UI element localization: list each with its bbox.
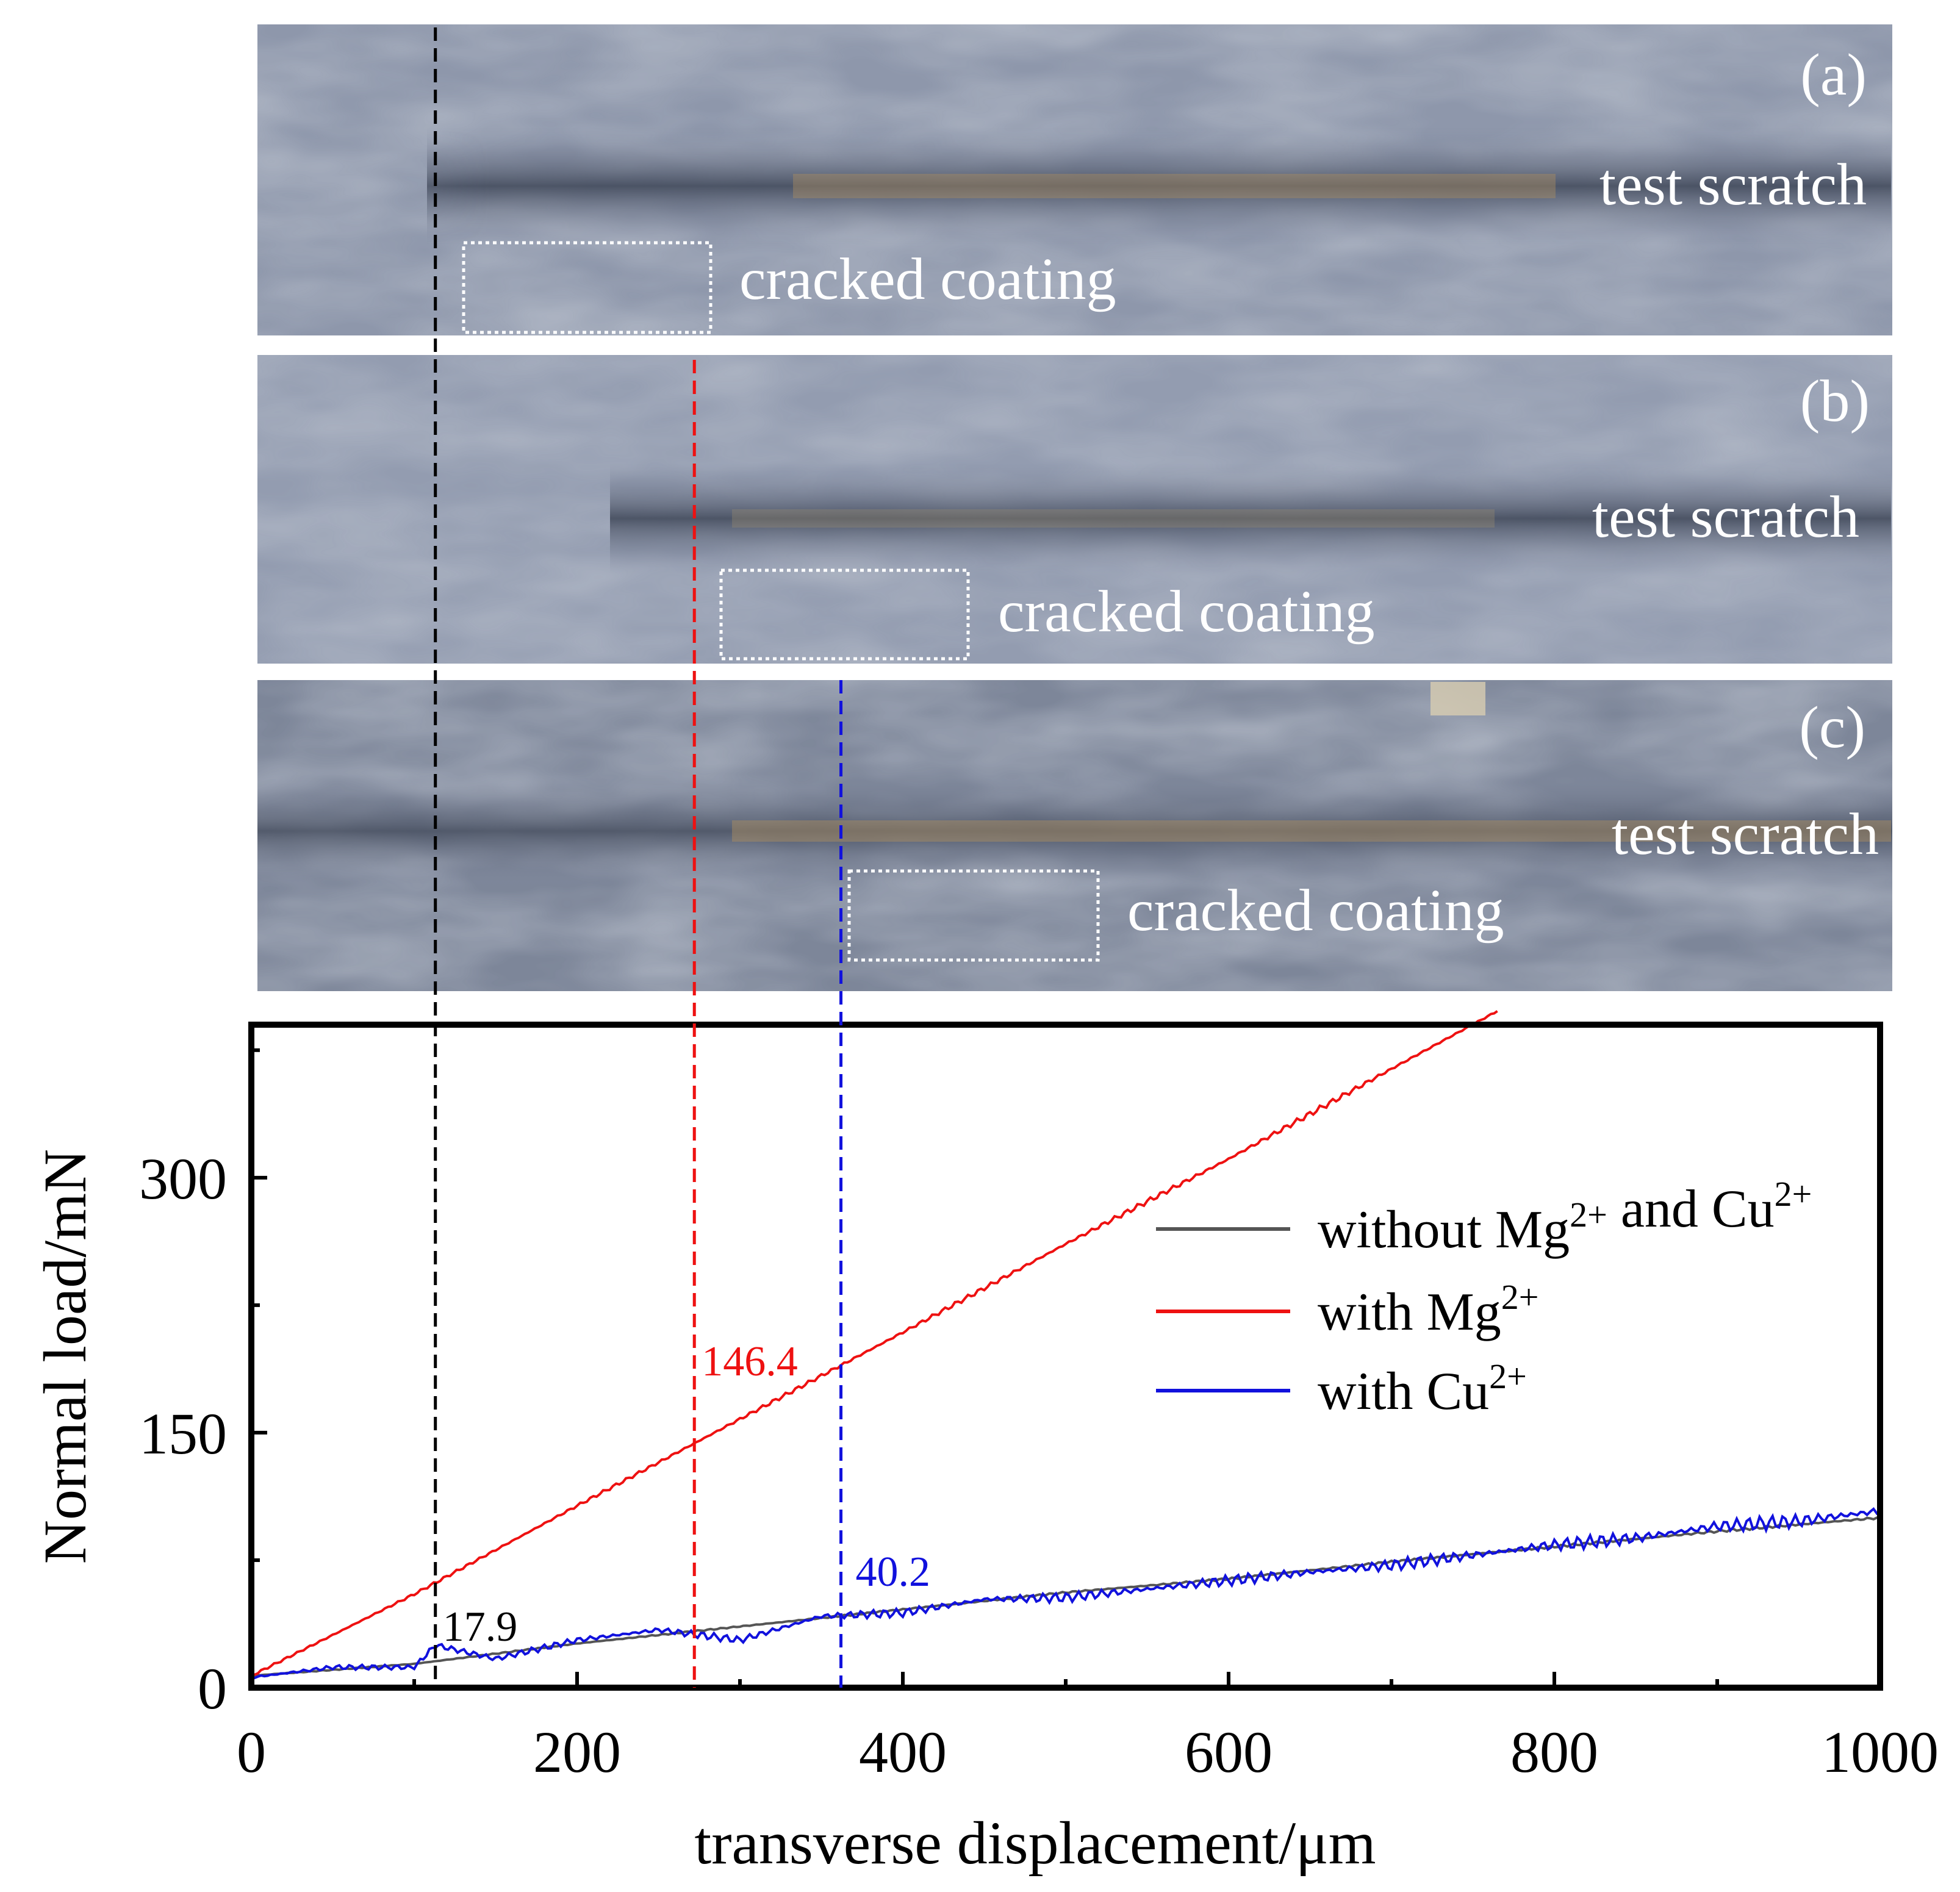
panel-tag-a: (a) (1800, 42, 1867, 108)
panel-tag-c: (c) (1799, 695, 1865, 761)
x-tick-label: 1000 (1822, 1719, 1939, 1785)
micrograph-panel-a: (a) test scratch cracked coating (257, 24, 1892, 335)
micrograph-panel-b: (b) test scratch cracked coating (257, 355, 1892, 664)
y-axis-title: Normal load/mN (31, 1149, 99, 1564)
cracked-coating-label-c: cracked coating (1127, 878, 1504, 944)
x-axis-title: transverse displacement/μm (694, 1809, 1376, 1877)
critical-load-value-0: 17.9 (443, 1604, 518, 1650)
critical-load-value-1: 146.4 (702, 1338, 798, 1385)
micrograph-panel-c: (c) test scratch cracked coating (257, 680, 1892, 991)
panel-tag-b: (b) (1800, 368, 1870, 434)
test-scratch-label-b: test scratch (1592, 484, 1859, 550)
critical-load-value-2: 40.2 (856, 1549, 931, 1596)
plot-frame (248, 1022, 1883, 1691)
test-scratch-label-a: test scratch (1599, 152, 1867, 218)
series-line-1 (251, 1010, 1498, 1676)
series-line-0 (251, 1516, 1880, 1677)
cracked-coating-label-b: cracked coating (998, 579, 1375, 645)
legend-entry-1: with Mg2+ (1318, 1277, 1538, 1342)
x-tick-label: 800 (1510, 1719, 1598, 1785)
x-tick-label: 0 (237, 1719, 266, 1785)
x-tick-label: 400 (859, 1719, 947, 1785)
x-tick-label: 600 (1185, 1719, 1273, 1785)
y-tick-label: 150 (139, 1401, 227, 1466)
legend-entry-0: without Mg2+ and Cu2+ (1318, 1174, 1812, 1260)
cracked-coating-box-c (847, 869, 1100, 962)
test-scratch-label-c: test scratch (1612, 801, 1879, 867)
cracked-coating-label-a: cracked coating (739, 246, 1116, 312)
chart-legend: without Mg2+ and Cu2+ with Mg2+ with Cu2+ (1156, 1174, 1812, 1421)
load-displacement-chart: 0 200 400 600 800 1000 0 150 300 17.9 146.4 40.2 t… (31, 27, 1939, 1877)
series-layer (251, 1010, 1881, 1680)
legend-entry-2: with Cu2+ (1318, 1356, 1527, 1421)
y-tick-label: 300 (139, 1146, 227, 1211)
tick-layer: 0 200 400 600 800 1000 0 150 300 (139, 1048, 1939, 1785)
y-tick-label: 0 (198, 1656, 227, 1721)
x-tick-label: 200 (533, 1719, 621, 1785)
series-line-2 (251, 1507, 1881, 1680)
critical-load-layer: 17.9 146.4 40.2 (434, 27, 931, 1688)
